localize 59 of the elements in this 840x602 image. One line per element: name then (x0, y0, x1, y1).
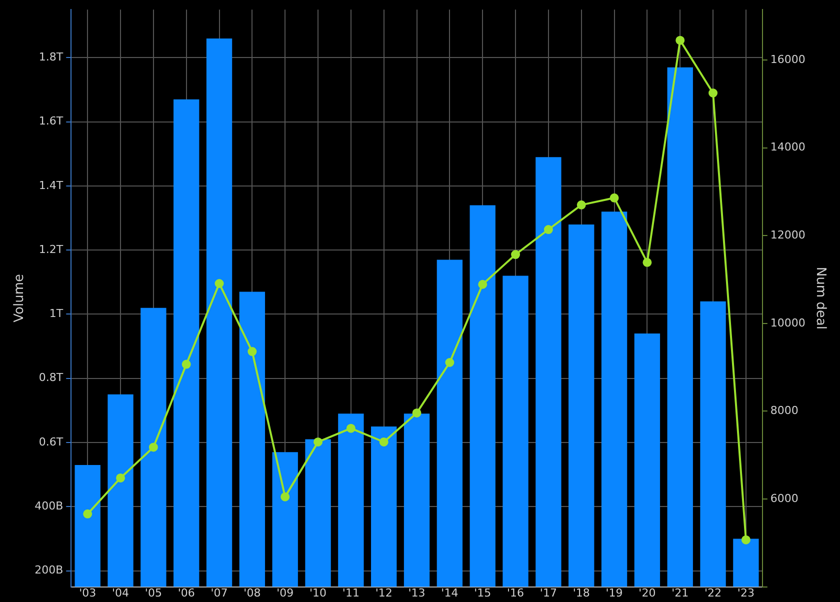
point (708, 88, 718, 98)
point (741, 535, 750, 544)
y2-tick-label: 6000 (770, 492, 798, 505)
y-tick-label: 1.8T (38, 50, 64, 64)
x-tick-label: '05 (144, 586, 162, 600)
point (148, 442, 158, 452)
y-tick-label: 1T (49, 307, 64, 320)
x-tick-label: '21 (672, 586, 689, 600)
point (379, 437, 388, 446)
y-tick-label: 1.4T (38, 178, 64, 192)
x-tick-label: '07 (210, 586, 228, 600)
x-tick-label: '22 (704, 586, 722, 600)
point (511, 250, 520, 260)
y2-tick-label: 16000 (770, 52, 806, 66)
x-tick-label: '18 (572, 586, 590, 600)
x-tick-label: '11 (342, 586, 360, 600)
y-tick-label: 0.8T (38, 371, 64, 384)
point (676, 36, 685, 45)
x-tick-label: '19 (606, 586, 623, 600)
point (610, 193, 619, 202)
x-tick-label: '09 (276, 586, 294, 600)
y2-axis-title: Num deal (812, 266, 828, 330)
y2-tick-label: 10000 (770, 316, 806, 330)
y2-tick-label: 8000 (770, 404, 798, 418)
x-tick-label: '03 (79, 586, 96, 600)
point (544, 225, 553, 234)
point (83, 509, 92, 518)
point (445, 358, 454, 368)
x-tick-label: '17 (540, 586, 557, 600)
x-tick-label: '16 (507, 586, 524, 600)
y-tick-label: 200B (34, 564, 64, 577)
point (412, 408, 422, 418)
point (478, 280, 488, 289)
y-tick-label: 1.6T (38, 114, 64, 128)
x-tick-label: '20 (638, 586, 656, 600)
y-axis-title: Volume (12, 274, 28, 322)
point (248, 347, 257, 356)
y-tick-label: 400B (34, 499, 64, 512)
y-tick-label: 0.6T (38, 435, 64, 448)
x-tick-label: '08 (244, 586, 261, 600)
y-tick-label: 1.2T (38, 242, 64, 256)
y2-tick-label: 14000 (770, 140, 806, 154)
x-tick-label: '23 (737, 586, 754, 600)
point (576, 200, 586, 210)
point (314, 437, 323, 446)
y2-tick-label: 12000 (770, 228, 806, 242)
point (116, 473, 126, 482)
x-tick-label: '10 (310, 586, 327, 600)
x-tick-label: '14 (441, 586, 458, 600)
point (346, 424, 356, 433)
point (214, 278, 224, 288)
x-tick-label: '12 (375, 586, 392, 600)
x-tick-label: '06 (178, 586, 195, 600)
point (642, 258, 652, 267)
x-tick-label: '13 (408, 586, 426, 600)
point (182, 360, 191, 369)
x-tick-label: '04 (112, 586, 130, 600)
point (280, 492, 290, 502)
x-tick-label: '15 (474, 586, 492, 600)
